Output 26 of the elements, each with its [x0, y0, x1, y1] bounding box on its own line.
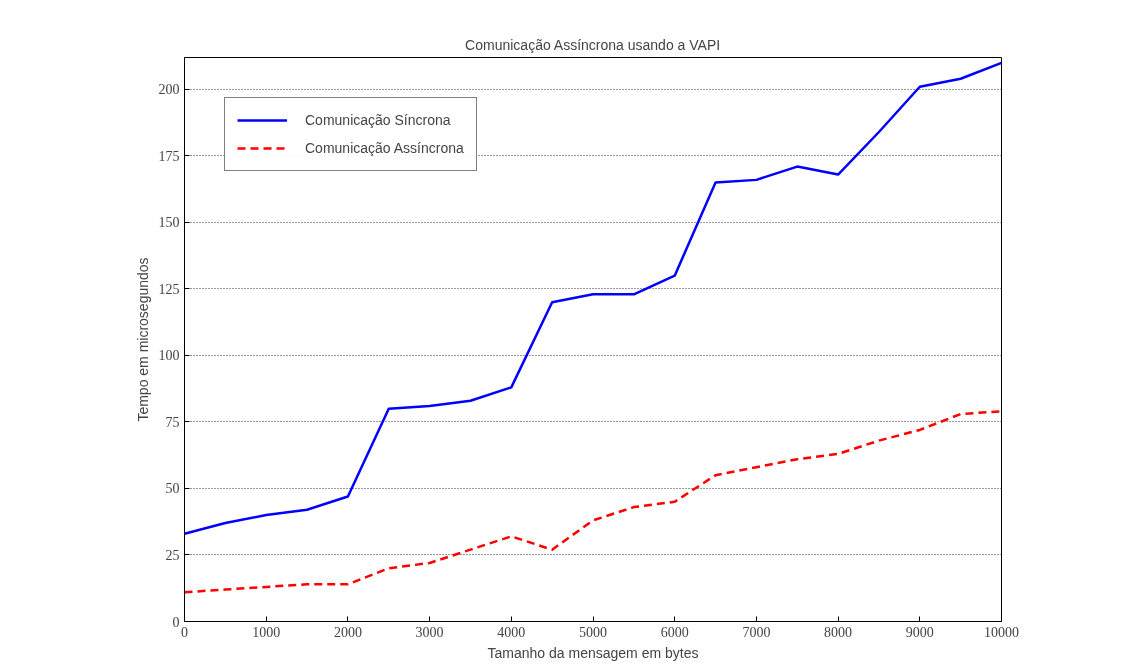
- line-series: [184, 410, 1002, 594]
- x-tick-label: 5000: [579, 624, 607, 640]
- x-tick-label: 7000: [742, 624, 771, 640]
- x-tick-label: 10000: [984, 624, 1019, 640]
- x-tick-label: 6000: [660, 624, 689, 640]
- y-tick-label: 25: [165, 547, 180, 563]
- y-tick-label: 175: [158, 148, 180, 164]
- x-tick-label: 2000: [333, 624, 362, 640]
- y-axis-title: Tempo em microsegundos: [134, 257, 151, 422]
- y-tick-label: 75: [165, 414, 180, 430]
- x-tick-label: 4000: [497, 624, 526, 640]
- chart-title: Comunicação Assíncrona usando a VAPI: [465, 36, 721, 53]
- legend-label: Comunicação Assíncrona: [305, 140, 464, 156]
- x-tick-label: 9000: [905, 624, 934, 640]
- x-tick-label: 1000: [252, 624, 281, 640]
- y-tick-label: 100: [158, 348, 180, 364]
- y-tick-label: 0: [172, 614, 180, 630]
- y-tick-label: 150: [158, 215, 180, 231]
- x-tick-label: 3000: [415, 624, 444, 640]
- x-axis-title: Tamanho da mensagem em bytes: [487, 644, 699, 661]
- legend-label: Comunicação Síncrona: [305, 112, 451, 128]
- y-tick-label: 200: [158, 82, 180, 98]
- y-tick-label: 125: [158, 281, 180, 297]
- x-tick-label: 8000: [824, 624, 853, 640]
- line-series: [184, 61, 1002, 535]
- y-tick-label: 50: [165, 481, 180, 497]
